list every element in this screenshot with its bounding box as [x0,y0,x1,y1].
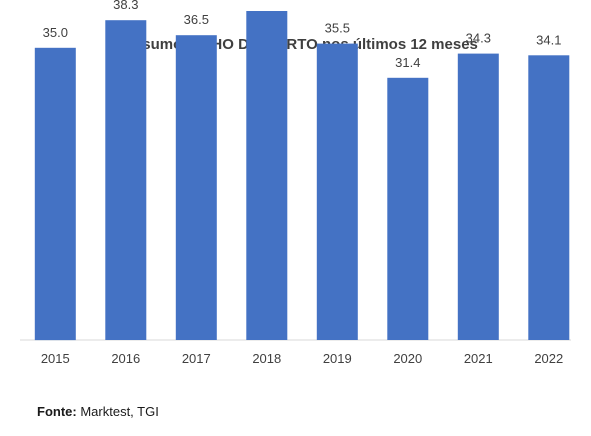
bars-layer [34,11,570,341]
value-label-2016: 38.3 [113,0,138,12]
bar-2018 [246,11,288,340]
value-label-2018: 39.4 [254,0,279,3]
source-text: Marktest, TGI [80,404,159,419]
source-note: Fonte: Marktest, TGI [37,404,159,419]
tick-labels-layer: 2015 2016 2017 2018 2019 2020 2021 2022 [41,351,563,366]
bar-2022 [528,55,570,341]
bar-2016 [105,20,147,340]
value-labels-layer: 35.0 38.3 36.5 39.4 35.5 31.4 34.3 34.1 [43,0,562,70]
tick-label-2016: 2016 [111,351,140,366]
bar-2015 [34,47,76,341]
value-label-2019: 35.5 [325,21,350,36]
bar-2017 [175,35,217,340]
source-label: Fonte: [37,404,77,419]
value-label-2015: 35.0 [43,25,68,40]
tick-label-2017: 2017 [182,351,211,366]
tick-label-2015: 2015 [41,351,70,366]
value-label-2021: 34.3 [466,31,491,46]
bar-2019 [316,43,358,340]
tick-label-2022: 2022 [534,351,563,366]
bar-2021 [457,53,499,340]
tick-label-2018: 2018 [252,351,281,366]
value-label-2017: 36.5 [184,12,209,27]
bar-2020 [387,77,429,341]
tick-label-2019: 2019 [323,351,352,366]
value-label-2020: 31.4 [395,55,420,70]
value-label-2022: 34.1 [536,32,561,47]
tick-label-2021: 2021 [464,351,493,366]
tick-label-2020: 2020 [393,351,422,366]
